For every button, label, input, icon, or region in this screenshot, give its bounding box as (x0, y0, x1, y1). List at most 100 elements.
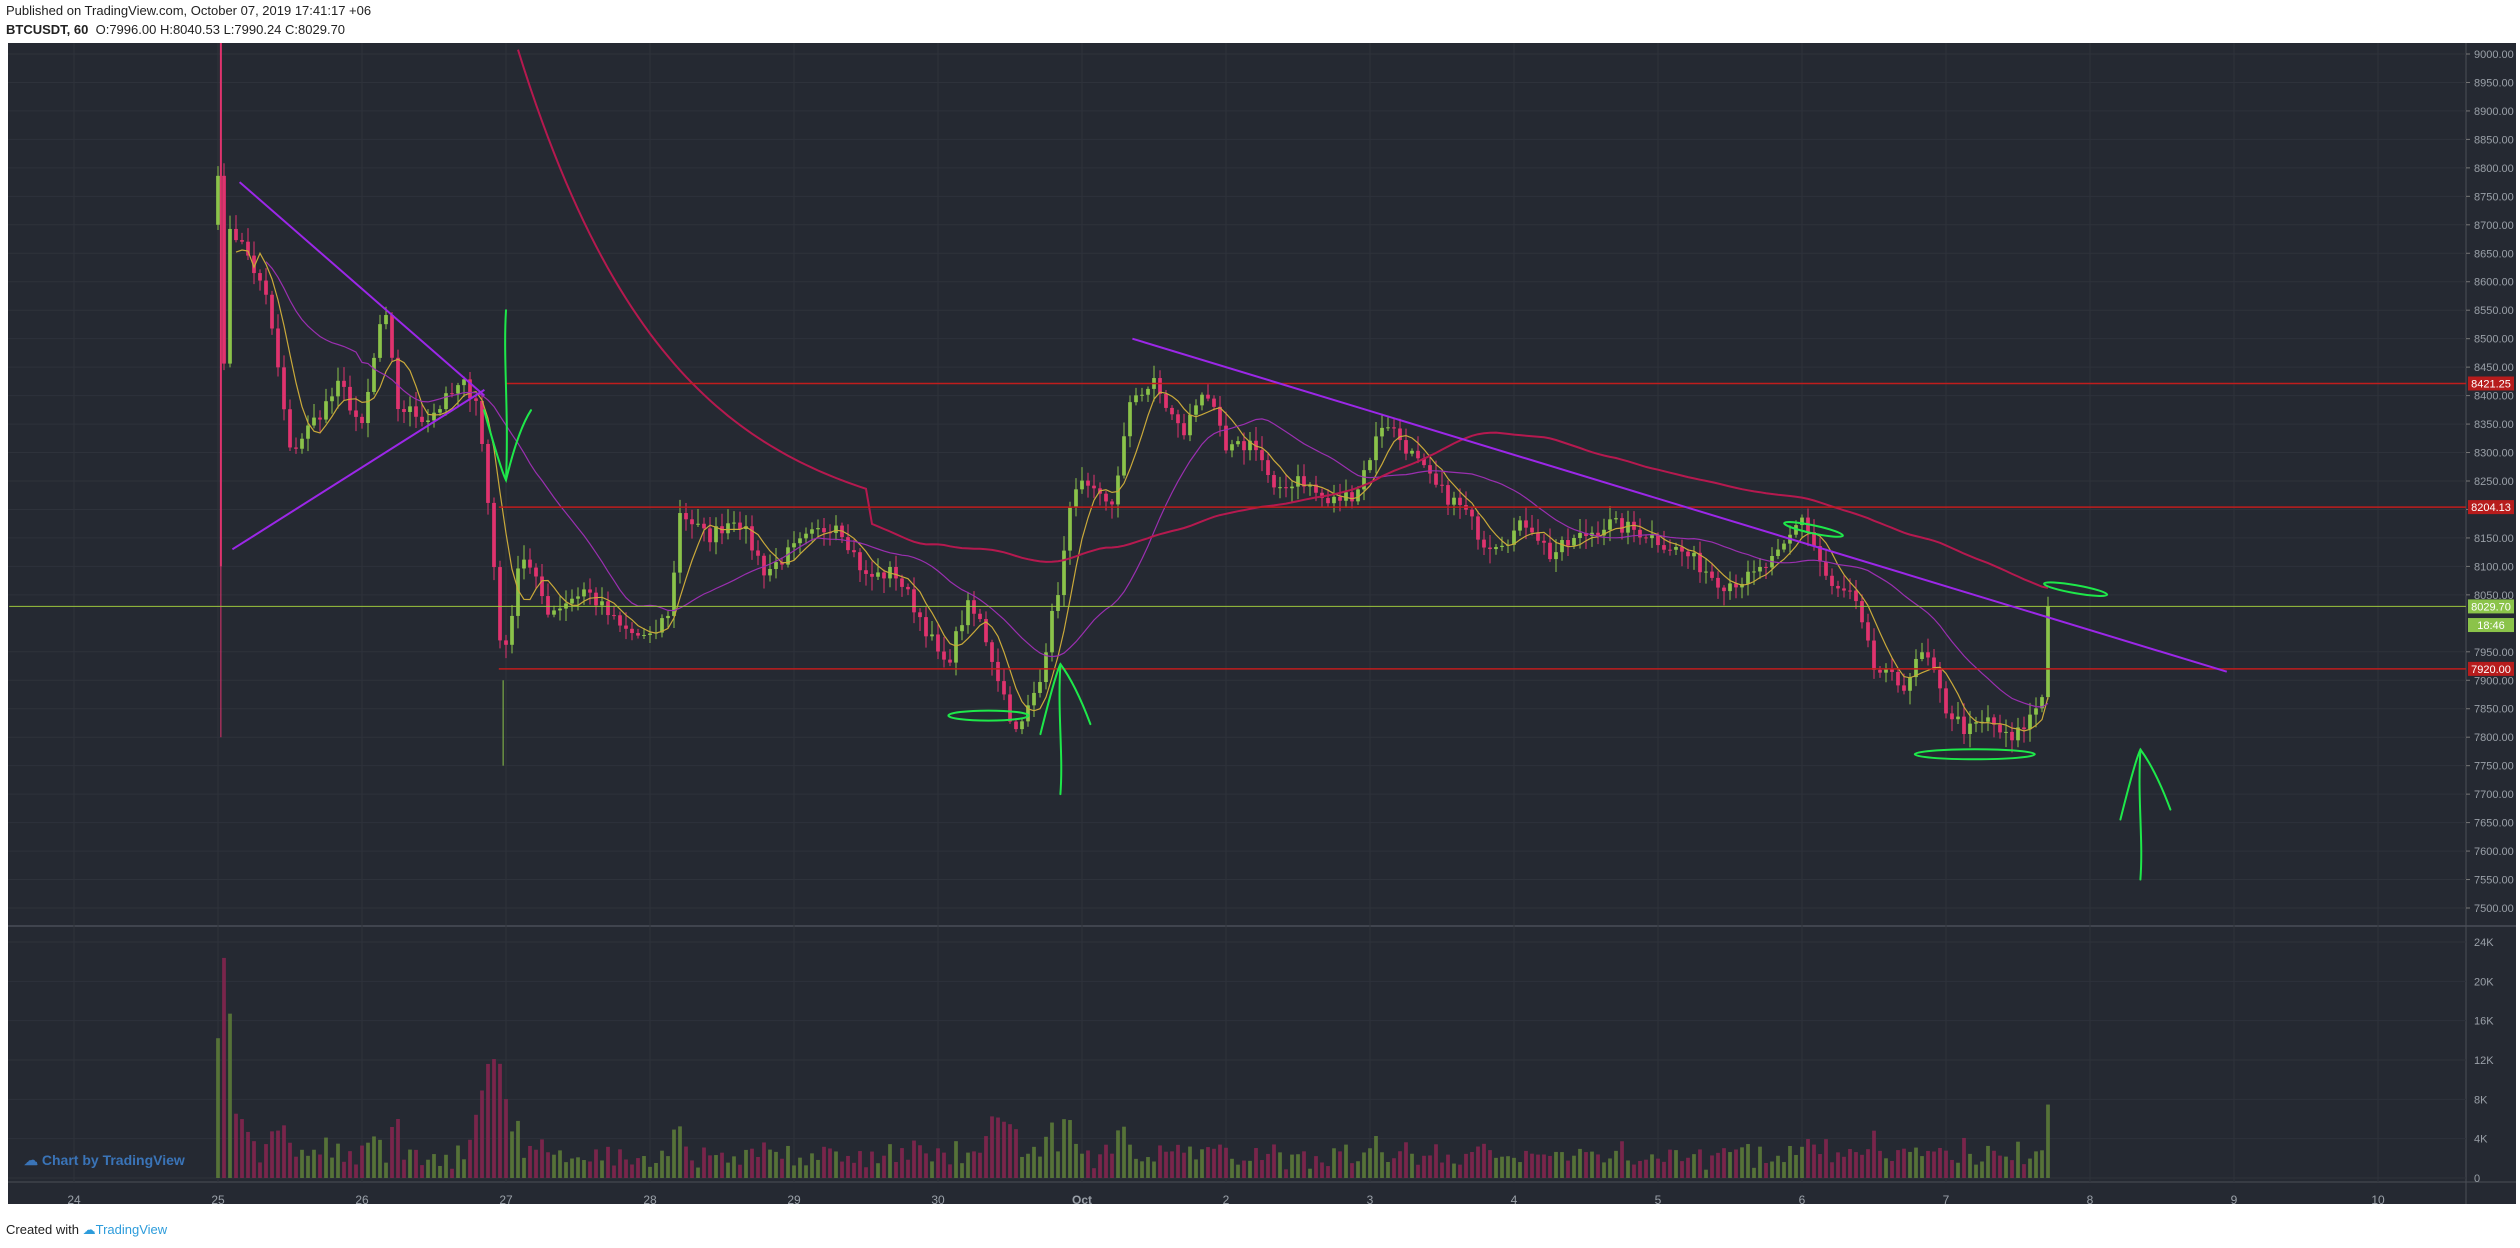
volume-bar (840, 1161, 844, 1178)
volume-bar (858, 1151, 862, 1178)
candle-body (624, 625, 628, 629)
candle-body (684, 513, 688, 520)
candle-body (1404, 440, 1408, 454)
footer-text: Created with (6, 1222, 79, 1237)
candle-body (222, 175, 226, 364)
volume-bar (378, 1139, 382, 1178)
footer-brand-link[interactable]: TradingView (95, 1222, 168, 1237)
price-tag-label: 7920.00 (2471, 664, 2511, 676)
candle-body (2016, 727, 2020, 741)
price-tick-label: 8350.00 (2474, 419, 2514, 431)
candle-body (366, 391, 370, 424)
volume-bar (372, 1136, 376, 1178)
volume-bar (522, 1157, 526, 1178)
price-tag-box (2468, 661, 2514, 676)
candle-body (1950, 713, 1954, 720)
price-tag-label: 8204.13 (2471, 502, 2511, 514)
candle-body (1080, 480, 1084, 490)
candle-body (708, 528, 712, 543)
candle-body (1896, 671, 1900, 686)
symbol-label[interactable]: BTCUSDT, 60 (6, 22, 89, 37)
candle-body (276, 328, 280, 368)
arrow-head (1039, 662, 1092, 736)
volume-bar (942, 1152, 946, 1178)
volume-bar (468, 1139, 472, 1178)
candle-body (738, 522, 742, 530)
volume-bar (1536, 1154, 1540, 1178)
candle-body (228, 228, 232, 364)
candle-body (978, 613, 982, 620)
candle-body (1044, 652, 1048, 683)
candle-body (252, 255, 256, 274)
candle-body (1926, 652, 1930, 658)
candle-body (1998, 724, 2002, 733)
candle-body (900, 578, 904, 587)
candle-body (216, 175, 220, 225)
volume-bar (1062, 1119, 1066, 1178)
candle-body (1428, 465, 1432, 474)
candle-body (1086, 480, 1090, 486)
price-tick-label: 8500.00 (2474, 334, 2514, 346)
candle-body (342, 380, 346, 387)
volume-bar (480, 1090, 484, 1178)
volume-bar (1818, 1154, 1822, 1178)
volume-bar (1374, 1136, 1378, 1178)
candle-body (672, 572, 676, 616)
candle-body (1218, 406, 1222, 426)
volume-bar (1740, 1147, 1744, 1178)
volume-bar (876, 1163, 880, 1178)
candle-body (1170, 407, 1174, 415)
trendline (238, 181, 486, 397)
volume-bar (432, 1154, 436, 1178)
volume-bar (276, 1130, 280, 1178)
scribble-top-right (1783, 521, 1844, 538)
price-tick-label: 7950.00 (2474, 647, 2514, 659)
candle-body (396, 357, 400, 410)
volume-bar (1836, 1152, 1840, 1178)
volume-bar (234, 1113, 238, 1178)
candle-body (636, 633, 640, 636)
volume-bar (312, 1149, 316, 1178)
volume-bar (240, 1119, 244, 1178)
candle-body (1566, 540, 1570, 546)
volume-bar (798, 1157, 802, 1178)
volume-bar (1458, 1164, 1462, 1178)
candle-body (414, 406, 418, 417)
volume-bar (1038, 1156, 1042, 1178)
candle-body (1596, 532, 1600, 536)
candle-body (1956, 716, 1960, 720)
candle-body (1242, 441, 1246, 451)
price-tick-label: 8650.00 (2474, 248, 2514, 260)
candle-body (930, 634, 934, 637)
volume-bar (1500, 1156, 1504, 1178)
candle-body (1104, 493, 1108, 502)
candle-body (450, 393, 454, 395)
volume-bar (1152, 1161, 1156, 1178)
candle-body (1134, 395, 1138, 403)
volume-bar (1074, 1143, 1078, 1178)
volume-bar (900, 1148, 904, 1178)
candle-body (1686, 551, 1690, 557)
arrow-down-annotation (483, 309, 532, 484)
volume-bar (564, 1162, 568, 1178)
candle-body (1272, 475, 1276, 488)
volume-bar (762, 1142, 766, 1178)
volume-bar (1890, 1160, 1894, 1178)
arrow-head (2119, 747, 2172, 821)
volume-tick-label: 4K (2474, 1134, 2488, 1146)
candle-body (1362, 470, 1366, 490)
volume-bar (450, 1168, 454, 1178)
volume-bar (990, 1116, 994, 1178)
volume-bar (1614, 1150, 1618, 1178)
candle-body (282, 367, 286, 410)
volume-bar (498, 1063, 502, 1178)
candle-body (1116, 475, 1120, 505)
price-tick-label: 8400.00 (2474, 391, 2514, 403)
candle-body (1212, 398, 1216, 407)
volume-bar (1182, 1152, 1186, 1178)
volume-bar (1638, 1160, 1642, 1178)
time-tick-label: 2 (1223, 1193, 1230, 1207)
volume-bar (414, 1149, 418, 1178)
candle-body (834, 525, 838, 533)
